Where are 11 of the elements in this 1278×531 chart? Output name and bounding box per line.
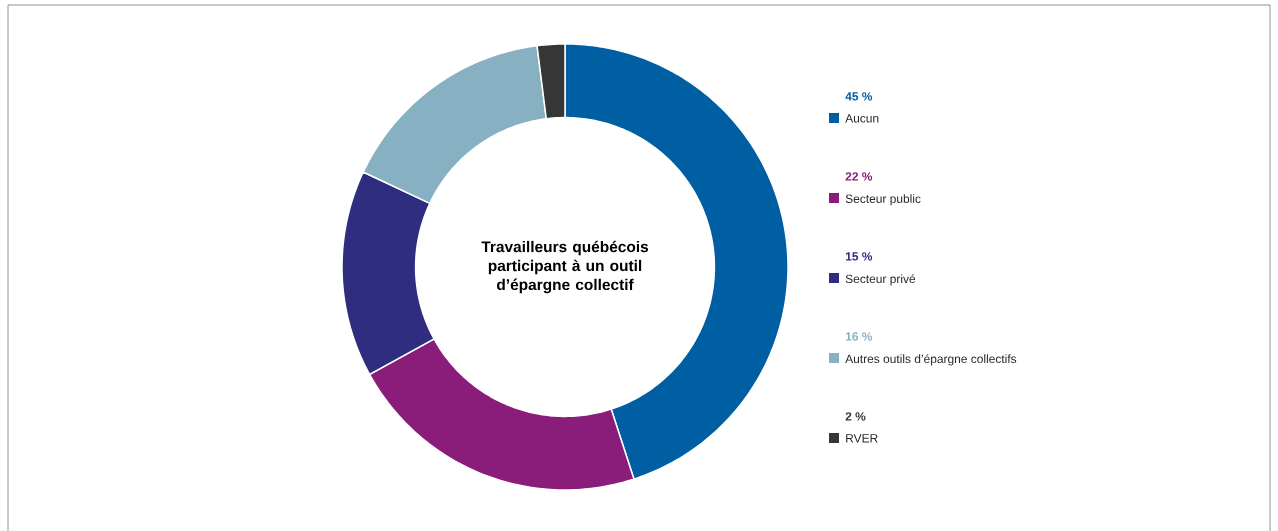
data-label: 15 %: [845, 252, 873, 261]
data-label: 45 %: [845, 92, 873, 101]
legend-label: Aucun: [845, 114, 879, 123]
data-label: 22 %: [845, 172, 873, 181]
legend-label: RVER: [846, 434, 878, 443]
legend-label: Autres outils d’épargne collectifs: [845, 354, 1017, 366]
legend-label: Secteur privé: [845, 274, 916, 286]
legend-label: Secteur public: [845, 194, 921, 206]
data-label: 2 %: [845, 412, 866, 421]
data-label: 16 %: [845, 332, 873, 341]
text: Travailleurs québécois participant à un outil d’épargne collectif: [481, 240, 649, 294]
